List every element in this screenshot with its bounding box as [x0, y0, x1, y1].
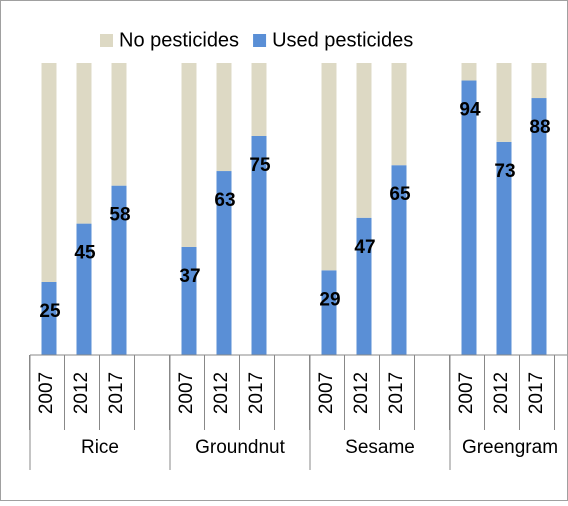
- bar-segment: [41, 282, 57, 355]
- x-tick-label: 2012: [71, 372, 92, 414]
- x-tick-label: 2007: [456, 372, 477, 414]
- legend-swatch: [253, 34, 267, 47]
- group-label: Sesame: [345, 437, 415, 458]
- bar-segment: [356, 63, 372, 218]
- bar-segment: [76, 223, 92, 355]
- x-tick-label: 2007: [316, 372, 337, 414]
- data-label: 37: [179, 266, 200, 287]
- bar-segment: [461, 63, 477, 81]
- bar-segment: [76, 63, 92, 224]
- data-label: 63: [214, 190, 235, 211]
- bar-segment: [111, 185, 127, 355]
- bar-segment: [391, 165, 407, 355]
- legend-label: No pesticides: [119, 29, 239, 51]
- bar-segment: [216, 63, 232, 172]
- data-label: 25: [39, 301, 61, 322]
- x-tick-label: 2017: [106, 372, 127, 414]
- x-tick-label: 2007: [36, 372, 57, 414]
- data-label: 47: [354, 237, 375, 258]
- bar-segment: [321, 63, 337, 271]
- legend-label: Used pesticides: [272, 29, 413, 51]
- data-label: 45: [74, 243, 96, 264]
- data-label: 88: [529, 117, 550, 138]
- bar-segment: [111, 63, 127, 186]
- data-label: 73: [494, 161, 515, 182]
- bar-segment: [321, 270, 337, 355]
- data-label: 75: [249, 155, 271, 176]
- data-label: 58: [109, 205, 130, 226]
- bar-segment: [216, 171, 232, 355]
- legend-swatch: [100, 34, 113, 47]
- bar-segment: [356, 217, 372, 355]
- bar-segment: [496, 63, 512, 142]
- bar-segment: [181, 246, 197, 355]
- bar-segment: [496, 141, 512, 355]
- group-label: Groundnut: [195, 437, 286, 458]
- data-label: 65: [389, 184, 411, 205]
- bar-segment: [531, 98, 547, 355]
- group-label: Greengram: [462, 437, 558, 458]
- group-label: Rice: [81, 437, 119, 458]
- x-tick-label: 2017: [386, 372, 407, 414]
- bar-segment: [251, 63, 267, 136]
- data-label: 94: [459, 100, 481, 121]
- data-label: 29: [319, 289, 340, 310]
- bar-segment: [251, 136, 267, 355]
- x-tick-label: 2012: [211, 372, 232, 414]
- bar-segment: [41, 63, 57, 282]
- x-tick-label: 2017: [526, 372, 547, 414]
- bar-segment: [391, 63, 407, 166]
- bar-segment: [531, 63, 547, 99]
- x-tick-label: 2007: [176, 372, 197, 414]
- x-tick-label: 2012: [491, 372, 512, 414]
- x-tick-label: 2012: [351, 372, 372, 414]
- x-tick-label: 2017: [246, 372, 267, 414]
- bar-segment: [181, 63, 197, 247]
- bar-segment: [461, 80, 477, 356]
